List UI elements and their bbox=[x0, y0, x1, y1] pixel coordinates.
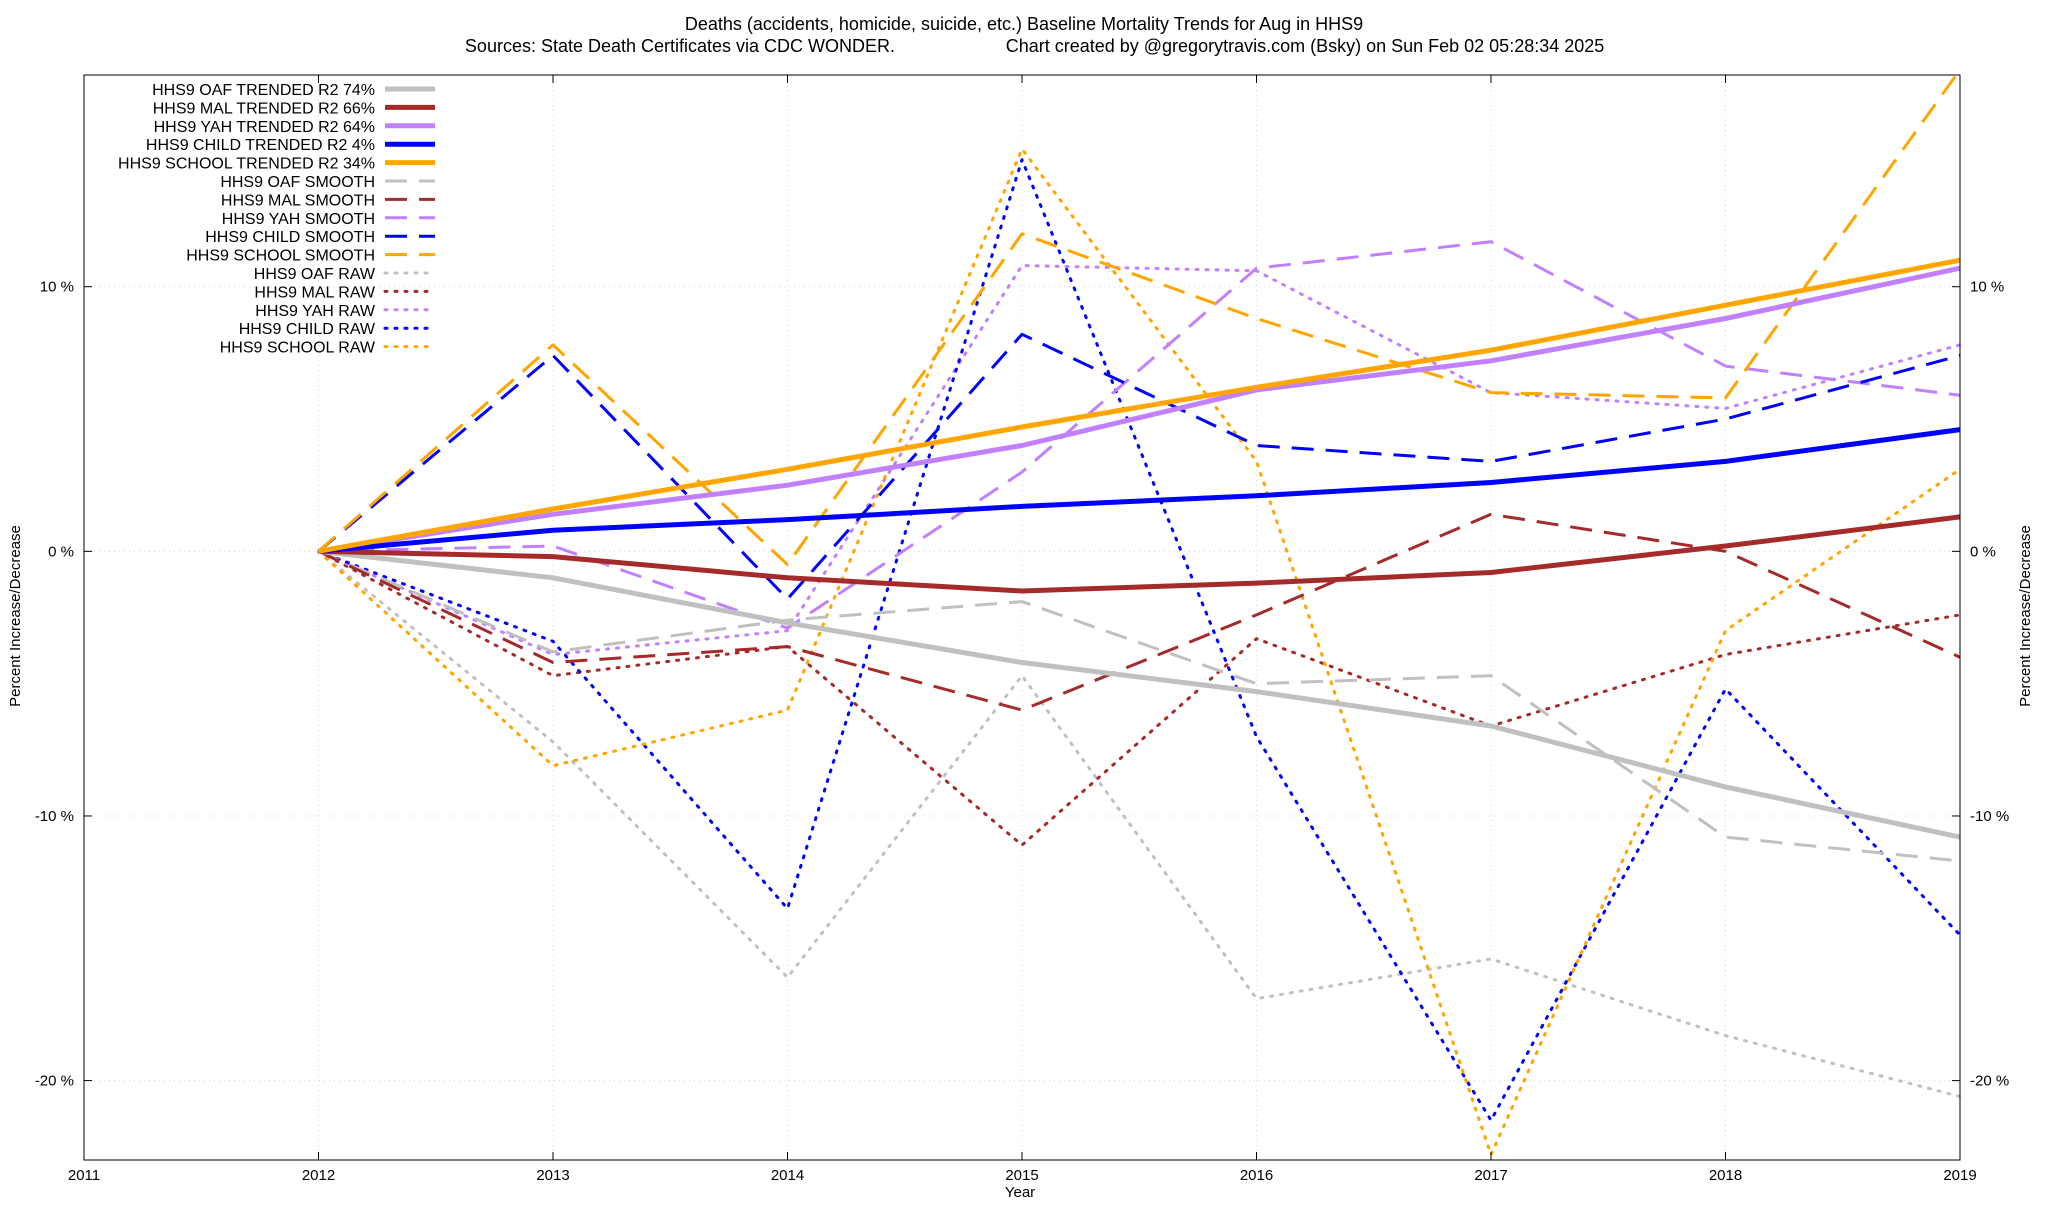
series-lines bbox=[317, 68, 1962, 1157]
chart-subtitle-source: Sources: State Death Certificates via CD… bbox=[465, 36, 895, 56]
series-line-1 bbox=[318, 548, 1961, 840]
legend-label: HHS9 YAH SMOOTH bbox=[222, 211, 375, 228]
y-tick-label-right: 0 % bbox=[1970, 543, 1996, 560]
x-tick-label: 2018 bbox=[1709, 1167, 1742, 1184]
x-tick-label: 2017 bbox=[1474, 1167, 1507, 1184]
y-tick-label-left: -20 % bbox=[35, 1073, 74, 1090]
legend-label: HHS9 SCHOOL SMOOTH bbox=[186, 248, 375, 265]
series-line-8 bbox=[318, 240, 1961, 630]
legend-label: HHS9 YAH RAW bbox=[255, 303, 376, 320]
x-tick-label: 2016 bbox=[1240, 1167, 1273, 1184]
series-line-4 bbox=[318, 427, 1961, 554]
x-tick-label: 2014 bbox=[771, 1167, 804, 1184]
series-line-3 bbox=[318, 265, 1961, 554]
y-tick-label-left: 0 % bbox=[48, 543, 74, 560]
x-tick-label: 2011 bbox=[68, 1167, 100, 1184]
x-tick-label: 2013 bbox=[536, 1167, 569, 1184]
y-axis-label-left: Percent Increase/Decrease bbox=[7, 525, 24, 707]
series-line-7 bbox=[317, 512, 1961, 712]
legend-label: HHS9 CHILD RAW bbox=[239, 321, 376, 338]
series-line-11 bbox=[317, 549, 1962, 1098]
x-axis-label: Year bbox=[1005, 1184, 1035, 1200]
legend-label: HHS9 SCHOOL RAW bbox=[220, 340, 376, 357]
legend-label: HHS9 CHILD TRENDED R2 4% bbox=[146, 137, 375, 154]
x-tick-label: 2019 bbox=[1943, 1167, 1976, 1184]
legend-label: HHS9 MAL RAW bbox=[254, 284, 376, 301]
series-line-12 bbox=[317, 549, 1962, 847]
series-line-13 bbox=[317, 264, 1962, 656]
legend-label: HHS9 OAF RAW bbox=[254, 266, 376, 283]
series-line-15 bbox=[317, 147, 1962, 1157]
y-tick-label-left: 10 % bbox=[40, 279, 74, 296]
y-axis-label-right: Percent Increase/Decrease bbox=[2017, 525, 2034, 707]
y-tick-label-right: -20 % bbox=[1970, 1073, 2009, 1090]
legend-label: HHS9 SCHOOL TRENDED R2 34% bbox=[118, 156, 375, 173]
y-tick-label-left: -10 % bbox=[35, 808, 74, 825]
y-tick-label-right: 10 % bbox=[1970, 279, 2004, 296]
series-line-2 bbox=[318, 514, 1961, 594]
legend-label: HHS9 CHILD SMOOTH bbox=[205, 229, 375, 246]
legend-label: HHS9 YAH TRENDED R2 64% bbox=[154, 119, 375, 136]
y-tick-label-right: -10 % bbox=[1970, 808, 2009, 825]
axis-ticks: 2011 2012 2013 2014 2015 2016 2017 2018 2019 10 %… bbox=[35, 75, 2009, 1184]
series-line-14 bbox=[317, 158, 1962, 1122]
legend: HHS9 OAF TRENDED R2 74%HHS9 MAL TRENDED … bbox=[118, 82, 437, 357]
legend-label: HHS9 MAL TRENDED R2 66% bbox=[153, 100, 375, 117]
legend-label: HHS9 OAF TRENDED R2 74% bbox=[152, 82, 375, 99]
series-line-9 bbox=[317, 332, 1961, 601]
x-tick-label: 2015 bbox=[1005, 1167, 1038, 1184]
legend-label: HHS9 OAF SMOOTH bbox=[220, 174, 375, 191]
series-line-6 bbox=[317, 549, 1961, 863]
chart-title: Deaths (accidents, homicide, suicide, et… bbox=[685, 14, 1363, 34]
series-line-5 bbox=[318, 257, 1961, 554]
x-tick-label: 2012 bbox=[302, 1167, 335, 1184]
chart-subtitle-credit: Chart created by @gregorytravis.com (Bsk… bbox=[1006, 36, 1605, 56]
series-line-10 bbox=[317, 68, 1962, 567]
legend-label: HHS9 MAL SMOOTH bbox=[221, 192, 375, 209]
